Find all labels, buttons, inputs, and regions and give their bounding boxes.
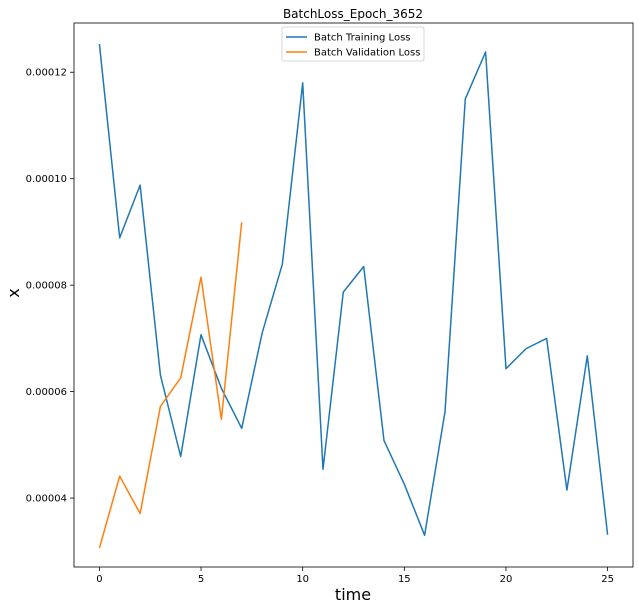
legend-label: Batch Training Loss: [314, 33, 411, 44]
legend-box: [281, 26, 425, 62]
y-axis: 0.00004 0.00006 0.00008 0.00010 0.00012: [26, 68, 74, 505]
legend: Batch Training Loss Batch Validation Loss: [281, 26, 425, 62]
legend-label: Batch Validation Loss: [314, 48, 420, 59]
x-axis-label: time: [335, 585, 371, 604]
series-line-training: [98, 43, 609, 537]
x-tick-label: 0: [96, 574, 102, 585]
y-tick-label: 0.00006: [26, 387, 67, 398]
x-tick-label: 5: [198, 574, 204, 585]
x-tick-label: 10: [296, 574, 309, 585]
x-tick-label: 15: [398, 574, 411, 585]
x-tick-label: 20: [500, 574, 513, 585]
y-axis-label: x: [4, 288, 23, 297]
y-tick-label: 0.00004: [26, 494, 67, 505]
plot-area: [73, 22, 634, 568]
chart-title: BatchLoss_Epoch_3652: [283, 7, 423, 21]
series-line-validation: [98, 222, 243, 549]
y-tick-label: 0.00012: [26, 68, 67, 79]
y-tick-label: 0.00008: [26, 281, 67, 292]
series-layer: [98, 43, 609, 549]
x-tick-label: 25: [601, 574, 614, 585]
y-tick-label: 0.00010: [26, 174, 67, 185]
plot-frame: [73, 22, 634, 568]
x-axis: 0 5 10 15 20 25: [96, 567, 614, 585]
